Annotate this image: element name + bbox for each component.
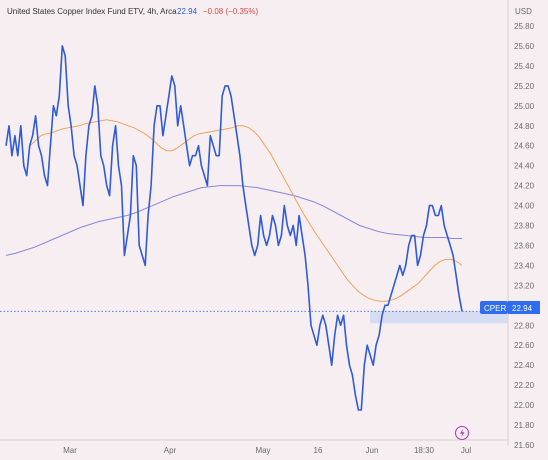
y-tick-label: 24.00 bbox=[514, 202, 535, 211]
y-tick-label: 24.80 bbox=[514, 122, 535, 131]
price-tag-value-bg bbox=[508, 301, 540, 314]
y-tick-label: 25.60 bbox=[514, 42, 535, 51]
y-tick-label: 25.20 bbox=[514, 82, 535, 91]
x-tick-label: Mar bbox=[63, 446, 77, 455]
last-value: 22.94 bbox=[177, 7, 198, 16]
price-range-highlight bbox=[370, 311, 508, 324]
y-tick-label: 22.20 bbox=[514, 381, 535, 390]
y-tick-label: 23.20 bbox=[514, 281, 535, 290]
y-tick-label: 22.80 bbox=[514, 321, 535, 330]
y-tick-label: 24.40 bbox=[514, 162, 535, 171]
price-tag: CPER 22.94 bbox=[480, 301, 540, 314]
y-tick-label: 21.80 bbox=[514, 421, 535, 430]
price-change: −0.08 (−0.35%) bbox=[203, 7, 258, 16]
x-tick-label: Jun bbox=[366, 446, 379, 455]
y-tick-label: 22.40 bbox=[514, 361, 535, 370]
x-tick-label: 16 bbox=[314, 446, 323, 455]
price-tag-symbol: CPER bbox=[484, 304, 506, 313]
x-tick-label: 18:30 bbox=[414, 446, 435, 455]
x-axis-ticks: Mar Apr May 16 Jun 18:30 Jul bbox=[63, 446, 471, 455]
y-tick-label: 21.60 bbox=[514, 441, 535, 450]
series-moving-average-slow bbox=[5, 185, 462, 256]
y-tick-label: 25.40 bbox=[514, 62, 535, 71]
y-tick-label: 24.20 bbox=[514, 182, 535, 191]
y-tick-label: 25.00 bbox=[514, 102, 535, 111]
y-tick-label: 23.60 bbox=[514, 241, 535, 250]
price-tag-symbol-bg bbox=[480, 301, 508, 314]
y-tick-label: 25.80 bbox=[514, 22, 535, 31]
tradingview-bolt-icon[interactable] bbox=[454, 425, 470, 441]
y-tick-label: 23.40 bbox=[514, 261, 535, 270]
y-tick-label: 22.00 bbox=[514, 401, 535, 410]
currency-label: USD bbox=[515, 7, 532, 16]
x-tick-label: May bbox=[255, 446, 270, 455]
price-tag-value: 22.94 bbox=[512, 304, 533, 313]
series-price bbox=[5, 45, 463, 411]
y-axis-ticks: 25.80 25.60 25.40 25.20 25.00 24.80 24.60 24.40… bbox=[514, 22, 535, 450]
x-tick-label: Jul bbox=[461, 446, 471, 455]
chart-symbol-title: United States Copper Index Fund ETV, 4h,… bbox=[7, 7, 177, 16]
y-tick-label: 24.60 bbox=[514, 142, 535, 151]
y-tick-label: 22.60 bbox=[514, 341, 535, 350]
y-tick-label: 23.80 bbox=[514, 222, 535, 231]
x-tick-label: Apr bbox=[164, 446, 177, 455]
